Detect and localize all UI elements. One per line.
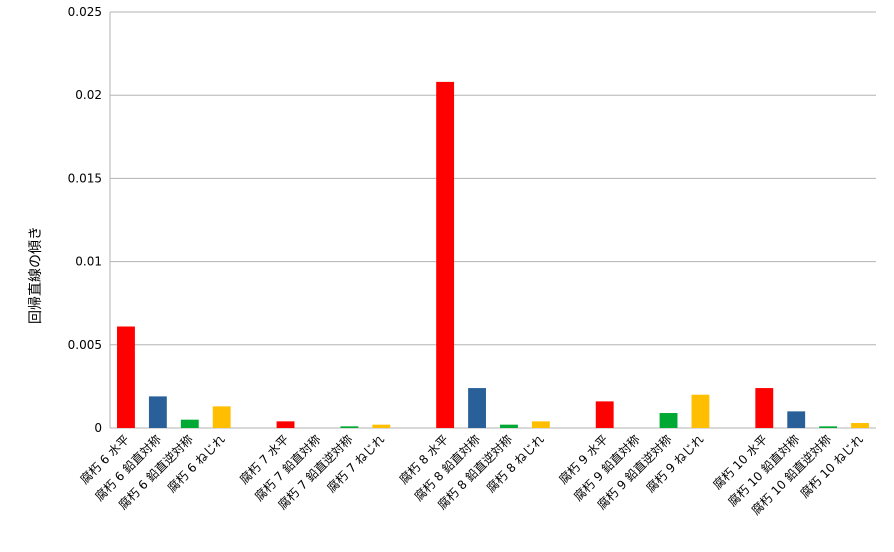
bar [276, 421, 295, 428]
y-tick-label: 0.025 [68, 5, 102, 19]
bar [340, 426, 359, 428]
y-tick-label: 0.02 [75, 88, 102, 102]
bar [148, 396, 167, 428]
y-tick-label: 0.015 [68, 171, 102, 185]
bar [468, 388, 486, 428]
bar [659, 413, 678, 428]
bar [117, 326, 135, 428]
bar [787, 411, 806, 428]
bar [819, 426, 838, 428]
bar [755, 388, 774, 428]
bar [436, 81, 455, 428]
y-tick-label: 0.01 [75, 255, 102, 269]
bar [500, 424, 518, 428]
bar [851, 423, 869, 428]
bar [531, 421, 550, 428]
bar [691, 394, 710, 428]
y-axis-title: 回帰直線の傾き [27, 226, 44, 324]
bar [212, 406, 231, 428]
bar [180, 419, 199, 428]
y-tick-label: 0.005 [68, 338, 102, 352]
bar [372, 424, 391, 428]
bar [595, 401, 614, 428]
y-tick-label: 0 [94, 421, 102, 435]
